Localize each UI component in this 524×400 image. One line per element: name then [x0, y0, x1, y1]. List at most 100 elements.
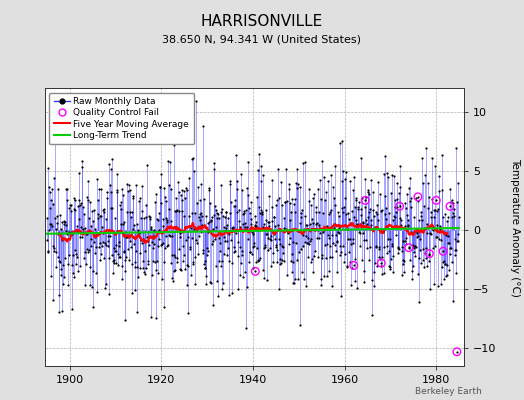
Point [149, 235, 157, 241]
Point [138, 183, 147, 189]
Point [103, 189, 111, 196]
Point [165, 232, 173, 238]
Point [158, 240, 167, 246]
Point [201, 265, 209, 271]
Point [394, 250, 402, 256]
Point [270, 231, 278, 238]
Point [430, 280, 439, 287]
Point [419, 257, 428, 264]
Point [361, 204, 369, 210]
Point [451, 247, 459, 254]
Point [223, 222, 232, 228]
Point [332, 232, 341, 238]
Point [280, 258, 289, 264]
Point [79, 226, 88, 232]
Point [383, 250, 391, 256]
Point [190, 280, 199, 287]
Point [123, 181, 131, 187]
Point [313, 226, 322, 233]
Point [449, 298, 457, 304]
Point [391, 231, 400, 238]
Point [425, 194, 433, 200]
Text: HARRISONVILLE: HARRISONVILLE [201, 14, 323, 29]
Point [224, 214, 232, 221]
Point [196, 216, 204, 223]
Point [135, 198, 144, 204]
Point [446, 245, 454, 252]
Point [102, 215, 110, 222]
Point [142, 264, 150, 271]
Point [411, 243, 419, 249]
Point [162, 219, 171, 226]
Point [113, 189, 121, 196]
Point [149, 245, 158, 252]
Point [135, 230, 143, 236]
Point [377, 260, 386, 266]
Point [101, 285, 110, 292]
Point [333, 239, 341, 245]
Point [167, 185, 176, 192]
Point [158, 241, 166, 248]
Point [251, 268, 259, 274]
Point [85, 199, 94, 205]
Point [61, 185, 70, 192]
Point [350, 214, 358, 220]
Point [84, 249, 92, 256]
Point [394, 244, 402, 250]
Point [372, 209, 380, 215]
Point [312, 220, 321, 227]
Point [373, 211, 381, 218]
Point [149, 232, 158, 239]
Point [386, 266, 394, 272]
Point [127, 261, 136, 267]
Point [110, 257, 118, 264]
Point [193, 200, 201, 206]
Point [300, 213, 309, 219]
Point [263, 277, 271, 283]
Point [260, 275, 268, 281]
Point [320, 174, 328, 180]
Point [163, 217, 172, 223]
Point [240, 209, 248, 216]
Point [342, 210, 350, 217]
Point [230, 249, 238, 255]
Point [274, 166, 282, 172]
Point [187, 225, 195, 231]
Point [131, 264, 139, 270]
Text: 38.650 N, 94.341 W (United States): 38.650 N, 94.341 W (United States) [162, 34, 362, 44]
Point [63, 260, 72, 267]
Point [325, 254, 334, 260]
Point [56, 259, 64, 265]
Point [281, 226, 289, 233]
Point [92, 270, 101, 276]
Point [315, 209, 323, 216]
Point [366, 206, 374, 212]
Point [168, 275, 176, 282]
Point [270, 214, 279, 220]
Point [328, 232, 336, 238]
Point [180, 188, 188, 194]
Point [132, 182, 140, 188]
Point [69, 270, 78, 277]
Point [215, 214, 224, 221]
Point [93, 289, 101, 296]
Point [372, 244, 380, 250]
Point [174, 189, 183, 196]
Point [170, 142, 178, 148]
Point [427, 209, 435, 215]
Point [425, 250, 433, 257]
Point [276, 260, 285, 267]
Point [367, 217, 376, 223]
Point [178, 196, 187, 203]
Point [265, 219, 273, 226]
Point [174, 207, 183, 214]
Point [124, 188, 133, 194]
Point [199, 247, 207, 253]
Point [126, 187, 134, 194]
Point [334, 213, 343, 219]
Point [411, 244, 420, 250]
Point [192, 237, 201, 243]
Point [291, 196, 299, 202]
Point [121, 317, 129, 323]
Point [98, 242, 106, 249]
